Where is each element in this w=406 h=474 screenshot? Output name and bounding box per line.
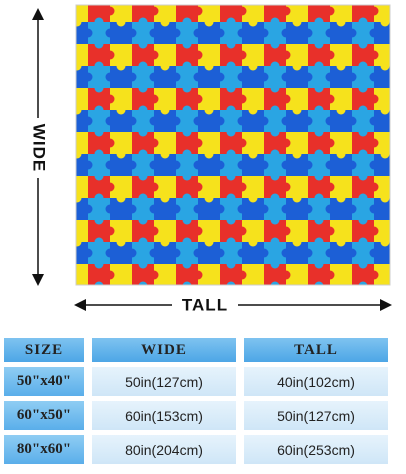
blanket: [75, 4, 391, 286]
table-row: 50"x40" 50in(127cm) 40in(102cm): [4, 367, 388, 396]
tall-label: TALL: [182, 295, 228, 314]
product-illustration: WIDE TALL: [28, 4, 392, 315]
header-cell: SIZE: [4, 338, 84, 362]
cell: 50in(127cm): [92, 367, 236, 396]
table-row: 60"x50" 60in(153cm) 50in(127cm): [4, 401, 388, 430]
size-cell: 50"x40": [4, 367, 84, 396]
cell: 50in(127cm): [244, 401, 388, 430]
header-cell: TALL: [244, 338, 388, 362]
size-cell: 80"x60": [4, 435, 84, 464]
cell: 60in(153cm): [92, 401, 236, 430]
label-bg: [172, 295, 238, 315]
size-table: SIZE WIDE TALL 50"x40" 50in(127cm) 40in(…: [0, 333, 396, 469]
size-cell: 60"x50": [4, 401, 84, 430]
table-row: 80"x60" 80in(204cm) 60in(253cm): [4, 435, 388, 464]
cell: 60in(253cm): [244, 435, 388, 464]
wide-label: WIDE: [30, 124, 49, 172]
cell: 40in(102cm): [244, 367, 388, 396]
cell: 80in(204cm): [92, 435, 236, 464]
label-bg: [28, 118, 48, 178]
header-cell: WIDE: [92, 338, 236, 362]
header-row: SIZE WIDE TALL: [4, 338, 388, 362]
